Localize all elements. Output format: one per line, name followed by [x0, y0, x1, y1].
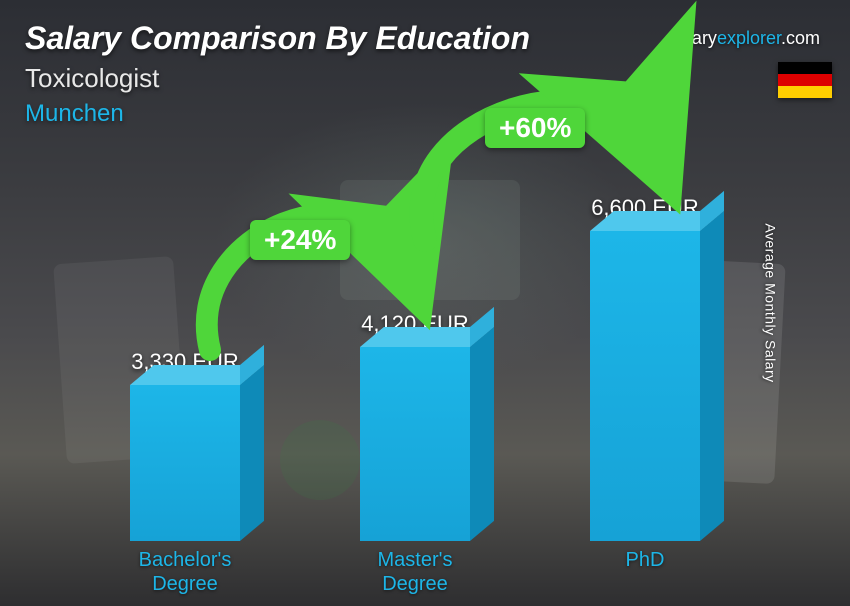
bar-front-face: [130, 385, 240, 541]
bar-side-face: [700, 211, 724, 541]
bar-3d: [130, 385, 240, 541]
bar-front-face: [360, 347, 470, 541]
bar-group: 6,600 EUR: [555, 195, 735, 541]
flag-stripe-1: [778, 62, 832, 74]
brand-part2: explorer: [717, 28, 781, 48]
x-axis-label: PhD: [555, 548, 735, 596]
bar-front-face: [590, 231, 700, 541]
brand-part3: .com: [781, 28, 820, 48]
bar-side-face: [470, 327, 494, 541]
bar-3d: [360, 347, 470, 541]
country-flag-germany: [778, 62, 832, 98]
chart-location: Munchen: [25, 100, 825, 128]
chart-subtitle: Toxicologist: [25, 63, 825, 94]
brand-watermark: salaryexplorer.com: [669, 28, 820, 49]
bar-3d: [590, 231, 700, 541]
flag-stripe-3: [778, 86, 832, 98]
x-axis-labels: Bachelor'sDegree Master'sDegree PhD: [70, 548, 760, 596]
x-axis-label: Master'sDegree: [325, 548, 505, 596]
brand-part1: salary: [669, 28, 717, 48]
flag-stripe-2: [778, 74, 832, 86]
x-axis-label: Bachelor'sDegree: [95, 548, 275, 596]
y-axis-label: Average Monthly Salary: [762, 223, 778, 382]
bar-group: 3,330 EUR: [95, 349, 275, 541]
bar-side-face: [240, 365, 264, 541]
bar-chart: 3,330 EUR 4,120 EUR 6,600 EUR: [70, 161, 760, 541]
bar-group: 4,120 EUR: [325, 311, 505, 541]
